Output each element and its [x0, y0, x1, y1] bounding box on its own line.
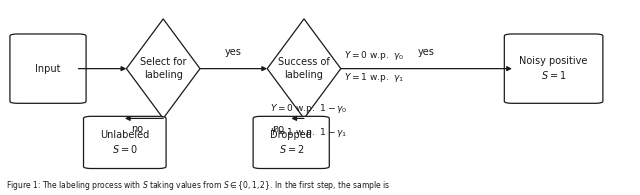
Text: no: no — [273, 124, 284, 134]
Text: Figure 1: The labeling process with $S$ taking values from $S\in\{0,1,2\}$. In t: Figure 1: The labeling process with $S$ … — [6, 179, 391, 192]
FancyBboxPatch shape — [84, 116, 166, 168]
Text: $Y = 0$ w.p.  $\gamma_0$: $Y = 0$ w.p. $\gamma_0$ — [344, 49, 404, 62]
Polygon shape — [127, 19, 200, 118]
FancyBboxPatch shape — [10, 34, 86, 103]
Text: yes: yes — [225, 47, 242, 57]
FancyBboxPatch shape — [504, 34, 603, 103]
Polygon shape — [268, 19, 340, 118]
Text: Input: Input — [35, 64, 61, 74]
Text: $Y = 1$ w.p.  $\gamma_1$: $Y = 1$ w.p. $\gamma_1$ — [344, 71, 404, 84]
Text: $Y = 1$ w.p.  $1 - \gamma_1$: $Y = 1$ w.p. $1 - \gamma_1$ — [270, 126, 348, 139]
Text: Noisy positive
$S = 1$: Noisy positive $S = 1$ — [520, 56, 588, 81]
Text: no: no — [132, 124, 143, 134]
Text: Dropped
$S = 2$: Dropped $S = 2$ — [270, 130, 312, 155]
Text: Select for
labeling: Select for labeling — [140, 58, 186, 80]
Text: $Y = 0$ w.p.  $1 - \gamma_0$: $Y = 0$ w.p. $1 - \gamma_0$ — [270, 102, 348, 115]
Text: Success of
labeling: Success of labeling — [278, 58, 330, 80]
Text: yes: yes — [418, 47, 435, 57]
FancyBboxPatch shape — [253, 116, 329, 168]
Text: Unlabeled
$S = 0$: Unlabeled $S = 0$ — [100, 130, 149, 155]
